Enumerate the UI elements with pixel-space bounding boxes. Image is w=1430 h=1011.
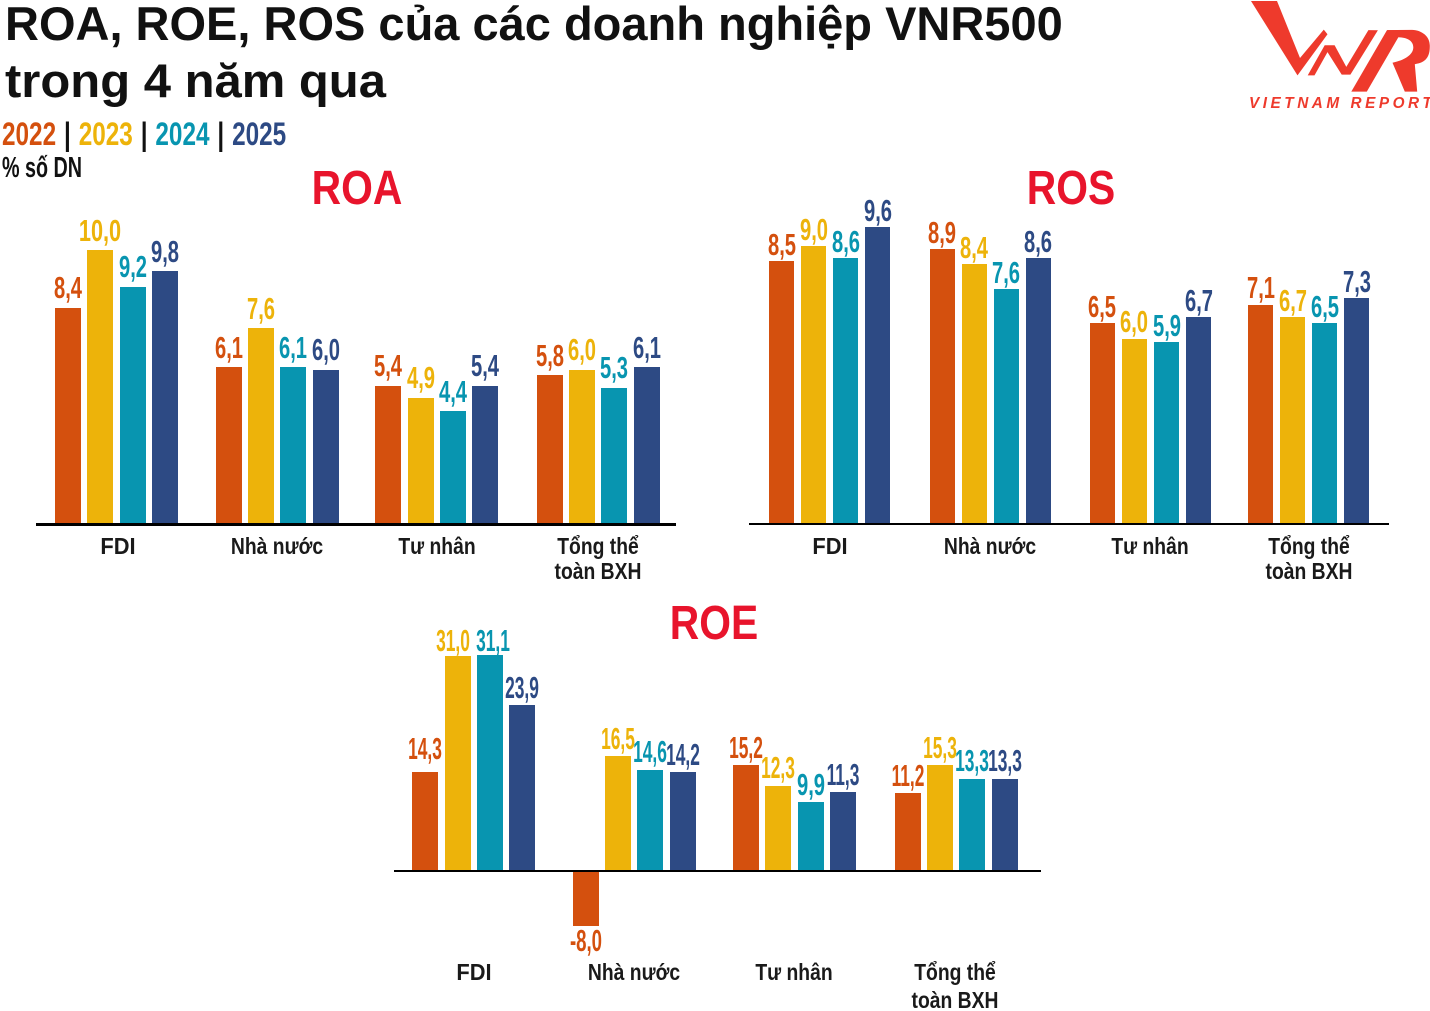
svg-text:VIETNAM REPORT: VIETNAM REPORT bbox=[1249, 95, 1430, 112]
